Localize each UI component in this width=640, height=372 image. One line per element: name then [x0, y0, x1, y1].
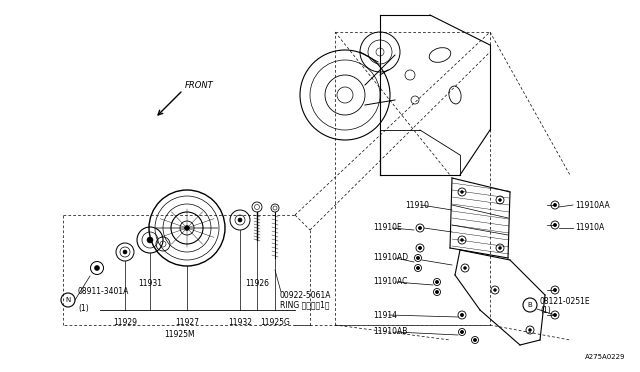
Text: A275A0229: A275A0229 [584, 354, 625, 360]
Text: FRONT: FRONT [185, 81, 214, 90]
Text: 11932: 11932 [228, 318, 252, 327]
Circle shape [147, 237, 153, 243]
Circle shape [419, 247, 422, 250]
Text: 11931: 11931 [138, 279, 162, 288]
Circle shape [123, 250, 127, 254]
Circle shape [461, 330, 463, 334]
Text: RING リング（1）: RING リング（1） [280, 301, 330, 310]
Text: B: B [527, 302, 532, 308]
Circle shape [435, 280, 438, 283]
Text: 11910AD: 11910AD [373, 253, 408, 263]
Circle shape [463, 266, 467, 269]
Text: 11914: 11914 [373, 311, 397, 320]
Text: (1): (1) [540, 307, 551, 315]
Circle shape [417, 257, 419, 260]
Circle shape [493, 289, 497, 292]
Circle shape [529, 328, 531, 331]
Circle shape [419, 227, 422, 230]
Circle shape [554, 224, 557, 227]
Circle shape [554, 289, 557, 292]
Circle shape [554, 203, 557, 206]
Circle shape [461, 314, 463, 317]
Text: N: N [65, 297, 70, 303]
Text: 11929: 11929 [113, 318, 137, 327]
Circle shape [554, 314, 557, 317]
Text: 11910AC: 11910AC [373, 278, 408, 286]
Circle shape [474, 339, 477, 341]
Text: 08121-0251E: 08121-0251E [540, 296, 591, 305]
Text: 11926: 11926 [245, 279, 269, 288]
Text: 00922-5061A: 00922-5061A [280, 291, 332, 299]
Text: 11910AA: 11910AA [575, 201, 610, 209]
Circle shape [238, 218, 242, 222]
Circle shape [499, 199, 502, 202]
Text: 11910AB: 11910AB [373, 327, 408, 337]
Circle shape [95, 266, 99, 270]
Circle shape [435, 291, 438, 294]
Text: 11910: 11910 [405, 201, 429, 209]
Circle shape [461, 238, 463, 241]
Circle shape [184, 225, 189, 231]
Text: 11910A: 11910A [575, 224, 604, 232]
Text: 08911-3401A: 08911-3401A [78, 287, 129, 296]
Circle shape [499, 247, 502, 250]
Text: 11927: 11927 [175, 318, 199, 327]
Text: (1): (1) [78, 304, 89, 313]
Text: 11910E: 11910E [373, 224, 402, 232]
Circle shape [417, 266, 419, 269]
Circle shape [461, 190, 463, 193]
Text: 11925M: 11925M [164, 330, 195, 339]
Text: 11925G: 11925G [260, 318, 290, 327]
